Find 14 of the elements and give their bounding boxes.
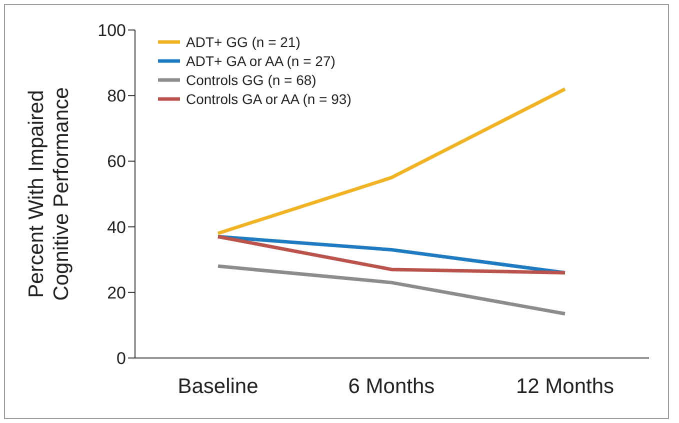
- legend-label: ADT+ GA or AA (n = 27): [186, 52, 336, 68]
- y-tick-label: 60: [107, 152, 126, 172]
- legend-label: Controls GG (n = 68): [186, 72, 316, 88]
- y-tick-label: 80: [107, 86, 126, 106]
- y-tick-label: 40: [107, 218, 126, 237]
- legend-label: ADT+ GG (n = 21): [186, 34, 300, 50]
- x-tick-label: Baseline: [178, 374, 258, 398]
- x-tick-label: 6 Months: [348, 374, 435, 398]
- x-tick-label: 12 Months: [516, 374, 614, 398]
- y-tick-label: 0: [116, 349, 126, 368]
- y-tick-label: 20: [107, 283, 126, 302]
- legend-label: Controls GA or AA (n = 93): [186, 90, 352, 106]
- y-tick-label: 100: [98, 21, 126, 40]
- y-axis-title: Percent With Impaired Cognitive Performance: [25, 87, 73, 301]
